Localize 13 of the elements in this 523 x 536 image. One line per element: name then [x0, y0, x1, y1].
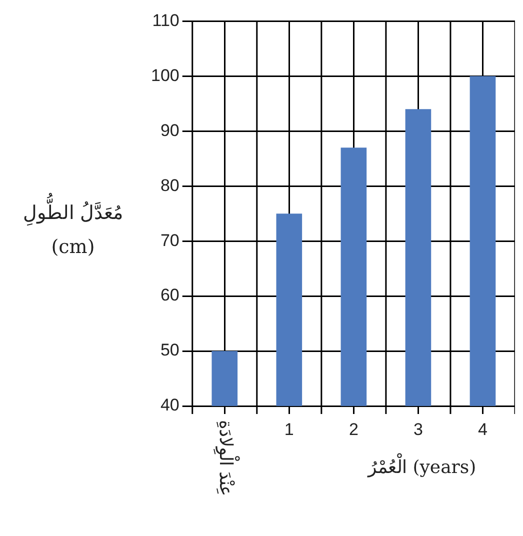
- y-tick-label: 90: [160, 120, 180, 140]
- y-tick-label: 60: [160, 286, 180, 305]
- y-tick-label: 70: [160, 230, 180, 250]
- x-tick-label: 3: [413, 420, 423, 440]
- x-tick-label: عِنْدَ الْوِلادَةِ: [212, 420, 240, 497]
- y-tick-label: 100: [150, 66, 180, 85]
- x-tick-label: 4: [478, 420, 488, 440]
- y-tick-label: 80: [160, 176, 180, 195]
- y-tick-label: 50: [160, 340, 180, 360]
- x-tick-label: 2: [348, 420, 358, 440]
- y-tick-label: 110: [152, 10, 180, 30]
- y-tick-label: 40: [160, 396, 180, 415]
- x-tick-label: 1: [284, 420, 294, 440]
